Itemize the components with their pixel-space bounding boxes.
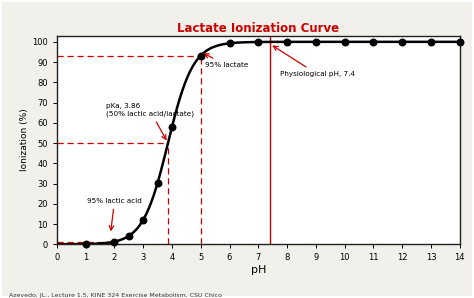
Text: Physiological pH, 7.4: Physiological pH, 7.4: [273, 46, 355, 77]
Point: [312, 39, 319, 44]
Point: [125, 234, 133, 238]
X-axis label: pH: pH: [251, 265, 266, 275]
Point: [82, 242, 90, 246]
Point: [168, 125, 176, 129]
Point: [226, 41, 233, 46]
Point: [283, 39, 291, 44]
Point: [154, 180, 161, 185]
Text: 95% lactate: 95% lactate: [204, 54, 248, 68]
Text: pKa, 3.86
(50% lactic acid/lactate): pKa, 3.86 (50% lactic acid/lactate): [106, 103, 194, 139]
Point: [341, 39, 348, 44]
Y-axis label: Ionization (%): Ionization (%): [20, 109, 29, 171]
Point: [399, 39, 406, 44]
Point: [370, 39, 377, 44]
Point: [456, 39, 464, 44]
Point: [197, 53, 205, 58]
Text: 95% lactic acid: 95% lactic acid: [87, 198, 142, 230]
Point: [110, 239, 118, 244]
Text: Azevedo, JL., Lecture 1.5, KINE 324 Exercise Metabolism, CSU Chico: Azevedo, JL., Lecture 1.5, KINE 324 Exer…: [9, 293, 222, 297]
Point: [255, 40, 262, 44]
Point: [139, 218, 147, 222]
Point: [427, 39, 435, 44]
Title: Lactate Ionization Curve: Lactate Ionization Curve: [177, 21, 339, 35]
